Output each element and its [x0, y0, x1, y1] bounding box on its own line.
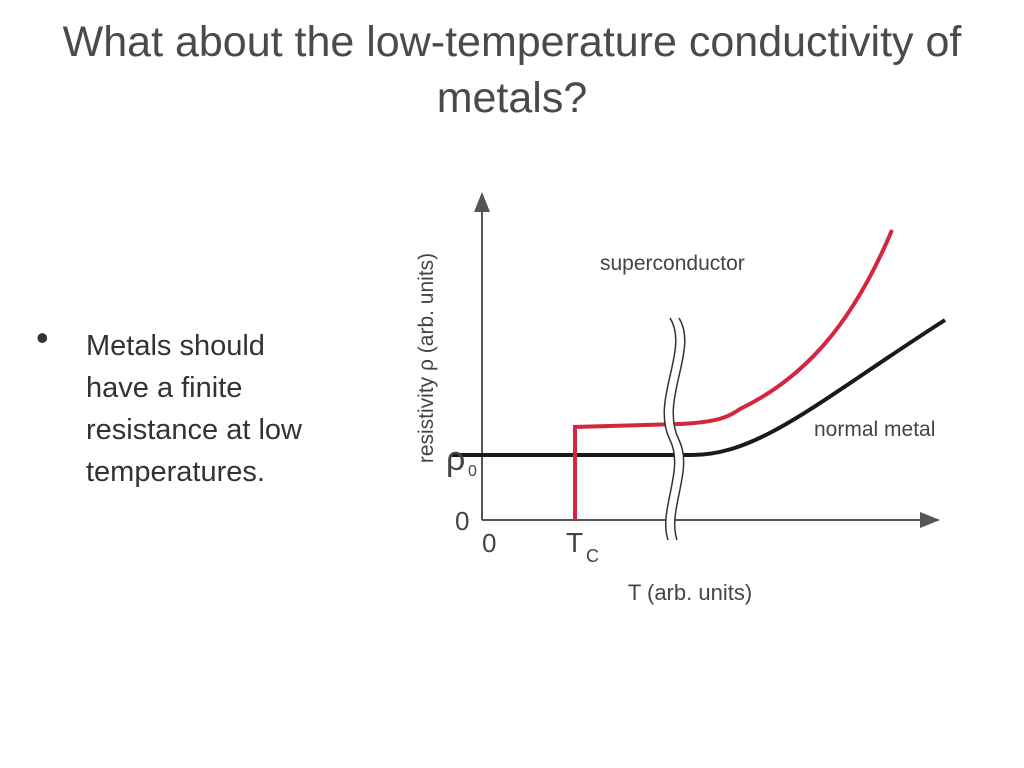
- resistivity-diagram: resistivity ρ (arb. units) ρ 0 0 0 T C T…: [415, 192, 947, 605]
- tc-symbol: T: [566, 527, 583, 558]
- slide-title-line-2: metals?: [436, 74, 588, 122]
- bullet-item: • Metals should have a finite resistance…: [36, 317, 366, 493]
- rho0-symbol: ρ: [446, 440, 465, 478]
- y-zero-label: 0: [455, 506, 469, 536]
- bullet-line-2: have a finite: [86, 372, 243, 404]
- bullet-dot-icon: •: [36, 317, 49, 358]
- superconductor-label: superconductor: [600, 252, 745, 275]
- slide-title: What about the low-temperature conductiv…: [0, 14, 1024, 126]
- rho0-subscript: 0: [468, 463, 477, 480]
- slide-title-line-1: What about the low-temperature conductiv…: [62, 18, 962, 66]
- bullet-line-4: temperatures.: [86, 456, 265, 488]
- axis-break-icon: [663, 317, 686, 541]
- normal-metal-label: normal metal: [814, 418, 935, 441]
- rho0-label: ρ: [446, 440, 465, 478]
- bullet-list: • Metals should have a finite resistance…: [36, 317, 366, 493]
- bullet-line-1: Metals should: [86, 330, 265, 362]
- superconductor-curve: [573, 229, 894, 520]
- y-axis-label: resistivity ρ (arb. units): [415, 253, 438, 463]
- x-zero-label: 0: [482, 528, 496, 558]
- normal-metal-curve: [452, 318, 947, 457]
- tc-subscript: C: [586, 546, 599, 566]
- x-axis-label: T (arb. units): [628, 580, 752, 605]
- bullet-line-3: resistance at low: [86, 414, 302, 446]
